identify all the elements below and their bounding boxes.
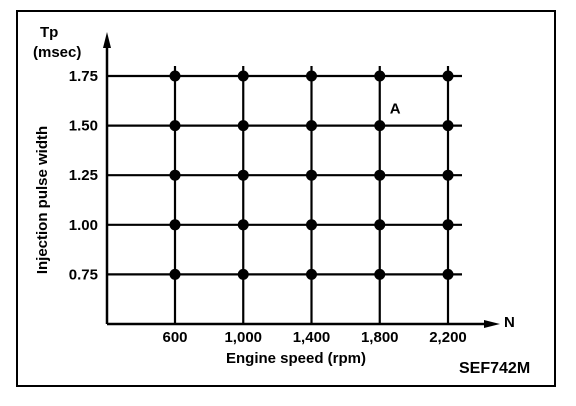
y-axis-arrow-icon xyxy=(103,32,111,48)
data-point xyxy=(374,120,386,132)
data-point xyxy=(442,169,454,181)
y-tick-label: 1.00 xyxy=(69,217,98,234)
x-tick-label: 600 xyxy=(162,329,187,346)
data-point xyxy=(374,169,386,181)
x-axis-symbol: N xyxy=(504,314,515,331)
y-axis-unit: (msec) xyxy=(33,44,81,61)
data-point xyxy=(169,120,181,132)
x-tick-label: 1,800 xyxy=(361,329,399,346)
data-point xyxy=(374,219,386,231)
data-point xyxy=(237,219,249,231)
data-points xyxy=(169,70,454,280)
annotations: A xyxy=(390,101,401,118)
data-point xyxy=(374,268,386,280)
y-axis-symbol: Tp xyxy=(40,24,58,41)
y-tick-label: 1.75 xyxy=(69,68,98,85)
y-axis-label: Injection pulse width xyxy=(34,126,51,274)
data-point xyxy=(169,70,181,82)
data-point xyxy=(442,219,454,231)
x-axis-label: Engine speed (rpm) xyxy=(226,350,366,367)
data-point xyxy=(306,120,317,132)
data-point xyxy=(169,169,181,181)
data-point xyxy=(442,120,454,132)
x-axis-arrow-icon xyxy=(484,320,500,328)
data-point xyxy=(306,169,317,181)
y-tick-label: 1.25 xyxy=(69,167,98,184)
y-tick-labels: 1.75 1.50 1.25 1.00 0.75 xyxy=(69,68,98,283)
data-point xyxy=(237,120,249,132)
annotation-label: A xyxy=(390,101,401,118)
y-tick-label: 0.75 xyxy=(69,266,98,283)
data-point xyxy=(442,268,454,280)
x-tick-label: 1,000 xyxy=(224,329,262,346)
data-point xyxy=(237,268,249,280)
data-point xyxy=(237,169,249,181)
figure-code: SEF742M xyxy=(459,360,530,377)
y-tick-label: 1.50 xyxy=(69,118,98,135)
data-point xyxy=(237,70,249,82)
data-point xyxy=(306,70,317,82)
data-point xyxy=(374,70,386,82)
data-point xyxy=(169,268,181,280)
data-point xyxy=(306,268,317,280)
x-tick-label: 1,400 xyxy=(293,329,331,346)
grid-lines xyxy=(107,66,462,324)
x-tick-labels: 600 1,000 1,400 1,800 2,200 xyxy=(162,329,466,346)
x-tick-label: 2,200 xyxy=(429,329,467,346)
data-point xyxy=(306,219,317,231)
data-point xyxy=(442,70,454,82)
data-point xyxy=(169,219,181,231)
